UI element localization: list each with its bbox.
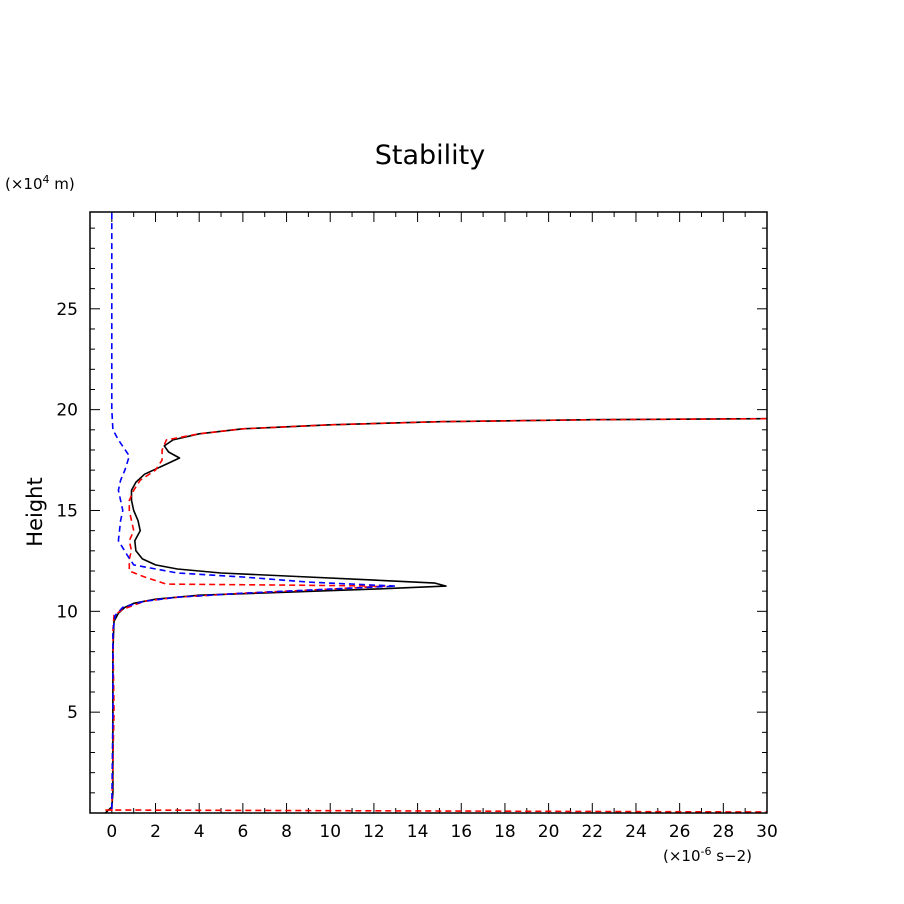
y-tick-labels: 5 10 15 20 25 [56,300,78,723]
x-tick-label: 22 [581,822,603,842]
x-tick-label: 30 [756,822,778,842]
x-unit-label: (×10-6 s−2) [663,845,752,865]
x-tick-label: 18 [494,822,516,842]
x-tick-label: 0 [106,822,117,842]
x-tick-label: 16 [450,822,472,842]
x-tick-label: 24 [625,822,647,842]
x-tick-label: 14 [407,822,429,842]
y-unit-label: (×104 m) [5,173,75,193]
series-line-1 [111,417,768,812]
y-tick-label: 15 [56,501,78,521]
y-tick-label: 10 [56,602,78,622]
x-tick-label: 12 [363,822,385,842]
plot-frame [89,211,768,814]
series-line-3 [105,809,768,813]
x-tick-label: 20 [538,822,560,842]
y-tick-label: 5 [67,703,78,723]
x-tick-label: 6 [237,822,248,842]
y-axis-label: Height [23,477,47,546]
axis-ticks [89,212,768,813]
x-tick-labels: 0 2 4 6 8 10 12 14 16 18 20 22 24 26 28 30 [106,822,777,842]
chart-title: Stability [375,140,486,171]
x-tick-label: 2 [150,822,161,842]
x-tick-label: 8 [281,822,292,842]
x-tick-label: 26 [669,822,691,842]
y-tick-label: 25 [56,300,78,320]
series-line-0 [104,417,768,814]
y-tick-label: 20 [56,401,78,421]
series-line-2 [111,212,397,810]
x-tick-label: 10 [319,822,341,842]
x-tick-label: 28 [713,822,735,842]
x-tick-label: 4 [194,822,205,842]
data-series [104,212,768,814]
